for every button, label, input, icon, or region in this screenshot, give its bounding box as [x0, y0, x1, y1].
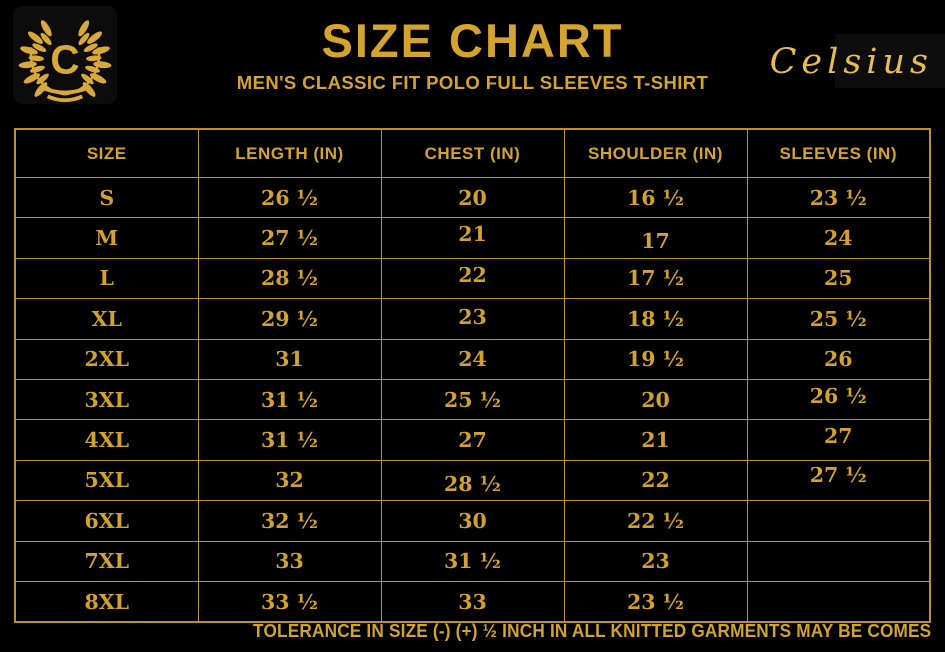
measurement-cell: 21 — [380, 213, 565, 255]
measurement-cell: 27 ½ — [746, 454, 931, 497]
size-label-cell: 4XL — [14, 419, 199, 461]
tolerance-note: TOLERANCE IN SIZE (-) (+) ½ INCH IN ALL … — [252, 620, 931, 641]
measurement-cell: 17 — [563, 220, 748, 262]
measurement-cell — [746, 580, 931, 623]
column-header-chest: CHEST (IN) — [380, 128, 565, 178]
measurement-cell: 18 ½ — [563, 298, 748, 340]
measurement-cell: 16 ½ — [563, 176, 748, 219]
measurement-cell: 25 ½ — [380, 378, 565, 421]
measurement-cell: 17 ½ — [563, 257, 748, 300]
logo-ribbon — [41, 85, 89, 95]
measurement-cell: 33 — [197, 540, 382, 582]
measurement-cell: 32 — [197, 459, 382, 502]
measurement-cell: 26 ½ — [746, 374, 931, 417]
table-row: 6XL 32 ½ 30 22 ½ — [14, 500, 931, 542]
measurement-cell: 26 ½ — [197, 176, 382, 219]
measurement-cell: 20 — [563, 378, 748, 421]
measurement-cell — [746, 540, 931, 582]
measurement-cell: 23 — [563, 540, 748, 582]
laurel-wreath-icon — [18, 20, 112, 103]
measurement-cell: 22 ½ — [563, 500, 748, 542]
table-row: 2XL 31 24 19 ½ 26 — [14, 338, 931, 380]
size-label-cell: 2XL — [14, 338, 199, 380]
size-table-body: S 26 ½ 20 16 ½ 23 ½ M 27 ½ 21 17 24 L 28 ½ 22 17 ½ 25 X… — [14, 176, 931, 623]
table-row: 7XL 33 31 ½ 23 — [14, 540, 931, 582]
table-row: L 28 ½ 22 17 ½ 25 — [14, 254, 931, 300]
header-row: SIZE LENGTH (IN) CHEST (IN) SHOULDER (IN… — [14, 128, 931, 178]
measurement-cell: 33 — [380, 580, 565, 623]
size-label-cell: 8XL — [14, 580, 199, 623]
measurement-cell: 22 — [380, 254, 565, 297]
table-row: 4XL 31 ½ 27 21 27 — [14, 415, 931, 461]
measurement-cell: 27 — [380, 419, 565, 461]
size-label-cell: 3XL — [14, 378, 199, 421]
column-header-size: SIZE — [14, 128, 199, 178]
measurement-cell: 25 — [746, 257, 931, 300]
measurement-cell: 21 — [563, 419, 748, 461]
measurement-cell: 33 ½ — [197, 580, 382, 623]
measurement-cell: 23 ½ — [746, 176, 931, 219]
measurement-cell — [746, 500, 931, 542]
size-label-cell: 6XL — [14, 500, 199, 542]
measurement-cell: 27 ½ — [197, 217, 382, 259]
measurement-cell: 31 ½ — [197, 419, 382, 461]
brand-logo: C — [13, 5, 117, 105]
size-label-cell: M — [14, 217, 199, 259]
measurement-cell: 26 — [746, 338, 931, 380]
measurement-cell: 23 ½ — [563, 580, 748, 623]
measurement-cell: 23 — [380, 296, 565, 338]
brand-wordmark: Celsius — [769, 42, 933, 82]
measurement-cell: 31 ½ — [380, 540, 565, 582]
measurement-cell: 27 — [746, 415, 931, 457]
logo-letter: C — [50, 36, 79, 82]
size-label-cell: L — [14, 257, 199, 300]
wordmark-backdrop — [835, 34, 945, 88]
measurement-cell: 25 ½ — [746, 298, 931, 340]
table-row: 8XL 33 ½ 33 23 ½ — [14, 580, 931, 623]
column-header-sleeves: SLEEVES (IN) — [746, 128, 931, 178]
brand-wordmark-area: Celsius — [769, 32, 945, 96]
measurement-cell: 24 — [746, 217, 931, 259]
header: SIZE CHART MEN'S CLASSIC FIT POLO FULL S… — [0, 16, 945, 94]
table-row: 5XL 32 28 ½ 22 27 ½ — [14, 454, 931, 506]
column-header-shoulder: SHOULDER (IN) — [563, 128, 748, 178]
measurement-cell: 24 — [380, 338, 565, 380]
measurement-cell: 29 ½ — [197, 298, 382, 340]
measurement-cell: 31 — [197, 338, 382, 380]
table-row: M 27 ½ 21 17 24 — [14, 213, 931, 262]
measurement-cell: 31 ½ — [197, 378, 382, 421]
size-table-head: SIZE LENGTH (IN) CHEST (IN) SHOULDER (IN… — [14, 128, 931, 178]
size-label-cell: 7XL — [14, 540, 199, 582]
table-row: S 26 ½ 20 16 ½ 23 ½ — [14, 176, 931, 219]
measurement-cell: 19 ½ — [563, 338, 748, 380]
table-row: XL 29 ½ 23 18 ½ 25 ½ — [14, 296, 931, 340]
measurement-cell: 22 — [563, 459, 748, 502]
size-label-cell: 5XL — [14, 459, 199, 502]
measurement-cell: 32 ½ — [197, 500, 382, 542]
size-chart-table: SIZE LENGTH (IN) CHEST (IN) SHOULDER (IN… — [14, 128, 931, 624]
table-row: 3XL 31 ½ 25 ½ 20 26 ½ — [14, 374, 931, 421]
measurement-cell: 28 ½ — [380, 463, 565, 506]
measurement-cell: 28 ½ — [197, 257, 382, 300]
size-label-cell: S — [14, 176, 199, 219]
measurement-cell: 20 — [380, 176, 565, 219]
logo-ribbon-lower — [46, 94, 84, 103]
size-label-cell: XL — [14, 298, 199, 340]
page-subtitle: MEN'S CLASSIC FIT POLO FULL SLEEVES T-SH… — [236, 72, 709, 94]
page-title: SIZE CHART — [321, 14, 624, 67]
column-header-length: LENGTH (IN) — [197, 128, 382, 178]
measurement-cell: 30 — [380, 500, 565, 542]
